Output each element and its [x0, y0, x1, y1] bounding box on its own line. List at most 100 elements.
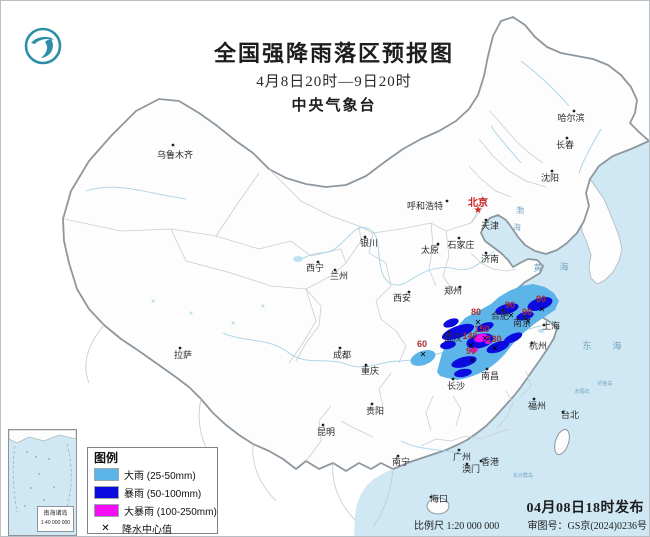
approval-number: 审图号：GS京(2024)0236号 — [527, 521, 647, 532]
city-label: 香港 — [481, 456, 499, 467]
precip-center-mark-icon: ✕ — [468, 341, 475, 350]
precip-value: 90 — [466, 346, 476, 356]
precip-center-label: 降水中心值 — [122, 524, 172, 536]
rainstorm-label: 暴雨 (50-100mm) — [124, 488, 202, 500]
city-dot — [436, 242, 440, 246]
precip-center-mark-icon: ✕ — [525, 317, 532, 326]
city-label: 西安 — [393, 292, 411, 303]
city-label: 郑州 — [444, 285, 462, 296]
precip-center-mark-icon: ✕ — [101, 522, 110, 534]
heavy-rain-swatch — [94, 467, 119, 481]
cma-logo-icon — [24, 27, 62, 65]
sea-label: 东 — [582, 340, 591, 351]
severe-rainstorm-label: 大暴雨 (100-250mm) — [124, 506, 217, 518]
precip-center-mark-icon: ✕ — [420, 350, 427, 359]
city-dot — [501, 308, 505, 312]
map-scale: 比例尺 1:20 000 000 — [414, 521, 500, 532]
city-label: 上海 — [542, 320, 560, 331]
precip-value: 60 — [417, 339, 427, 349]
footer-scale-row: 比例尺 1:20 000 000 审图号：GS京(2024)0236号 — [1, 517, 649, 532]
city-dot — [457, 236, 461, 240]
city-dot — [321, 423, 325, 427]
city-label: 乌鲁木齐 — [157, 149, 193, 160]
city-dot — [465, 462, 469, 466]
city-dot — [407, 290, 411, 294]
city-label: 济南 — [481, 253, 499, 264]
precip-center-mark-icon: ✕ — [508, 311, 515, 320]
precip-center-mark-icon: ✕ — [539, 305, 546, 314]
city-dot — [458, 285, 462, 289]
lakes — [151, 256, 544, 333]
sea-label: 海 — [612, 340, 621, 351]
province-borders — [63, 110, 547, 462]
city-dot — [550, 169, 554, 173]
city-dot — [561, 410, 565, 414]
city-dot — [565, 136, 569, 140]
city-label: 杭州 — [529, 340, 547, 351]
city-label: 南京 — [513, 317, 531, 328]
city-dot — [447, 330, 451, 334]
city-label: 太原 — [421, 244, 439, 255]
city-dot — [485, 367, 489, 371]
precip-center-values: 60✕80✕90✕90✕90✕150✕140✕130✕90✕ — [417, 294, 546, 365]
city-dot — [429, 495, 433, 499]
city-label: 重庆 — [361, 365, 379, 376]
agency-name: 中央气象台 — [291, 98, 377, 114]
legend-title: 图例 — [94, 451, 119, 465]
sea-label: 东沙群岛 — [513, 472, 533, 479]
city-dot — [530, 341, 534, 345]
precip-center-mark-icon: ✕ — [475, 318, 482, 327]
city-label: 长春 — [556, 139, 574, 150]
city-label: 银川 — [360, 237, 378, 248]
city-label: 哈尔滨 — [557, 112, 584, 123]
city-label: 南昌 — [481, 370, 499, 381]
legend-box: 图例 大雨 (25-50mm) 暴雨 (50-100mm) 大暴雨 (100-2… — [87, 447, 218, 536]
precip-value: 140 — [462, 331, 477, 341]
city-label: 合肥 — [491, 310, 509, 321]
precip-center-mark-icon: ✕ — [482, 334, 489, 343]
rainstorm-swatch — [94, 485, 119, 499]
sea-label: 海 — [513, 222, 521, 232]
city-dot — [363, 235, 367, 239]
city-dot — [457, 448, 461, 452]
city-label: 成都 — [333, 349, 351, 360]
title-block: 全国强降雨落区预报图 4月8日20时—9日20时 中央气象台 — [161, 41, 507, 115]
sea-label: 赤尾屿 — [574, 388, 589, 395]
city-label: 长沙 — [447, 380, 465, 391]
city-label: 海口 — [430, 493, 448, 504]
south-china-sea-inset: 南海诸岛 1:40 000 000 — [8, 429, 77, 536]
capital-label: 北京 — [468, 196, 488, 209]
precip-value: 90 — [536, 294, 546, 304]
sea-label: 钓鱼岛 — [597, 380, 612, 387]
hainan-island — [426, 497, 450, 515]
city-dot — [532, 397, 536, 401]
city-dot — [445, 199, 449, 203]
inset-scale: 1:40 000 000 — [40, 520, 71, 526]
city-label: 兰州 — [330, 270, 348, 281]
precip-center-mark-icon: ✕ — [469, 356, 476, 365]
city-label: 贵阳 — [366, 405, 384, 416]
city-dot — [171, 143, 175, 147]
precip-value: 90 — [505, 300, 515, 310]
precip-center-mark-icon: ✕ — [492, 344, 499, 353]
precip-value: 130 — [486, 334, 501, 344]
city-label: 广州 — [453, 451, 471, 462]
legend-row-rainstorm: 暴雨 (50-100mm) — [94, 483, 217, 501]
city-label: 昆明 — [317, 427, 335, 437]
publish-time: 04月08日18时发布 — [526, 501, 644, 516]
city-label: 石家庄 — [447, 239, 474, 250]
inset-map — [9, 430, 76, 515]
city-dot — [572, 109, 576, 113]
city-label: 天津 — [481, 221, 499, 231]
city-dot — [451, 377, 455, 381]
sea-label: 渤 — [516, 205, 524, 215]
rain-areas-severe — [470, 333, 491, 353]
legend-row-precip-center: ✕ 降水中心值 — [94, 519, 217, 536]
capital-star-icon: ★ — [474, 205, 483, 216]
city-dot — [364, 363, 368, 367]
city-dot — [523, 315, 527, 319]
